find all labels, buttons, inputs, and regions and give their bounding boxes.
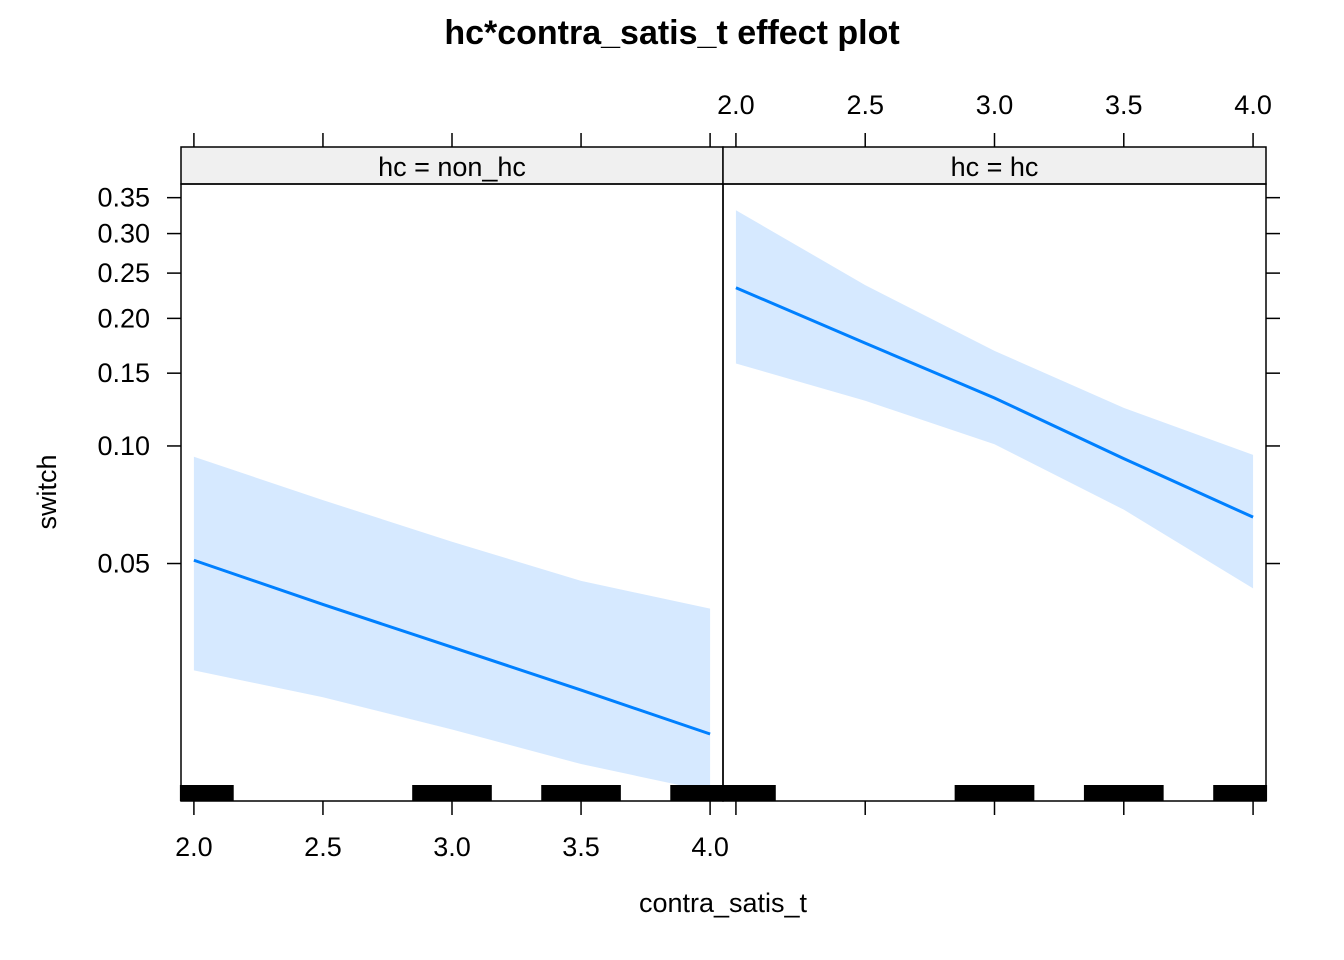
strip-label: hc = non_hc [378, 152, 526, 182]
rug-mark [1083, 785, 1112, 801]
rug-mark [1239, 785, 1268, 801]
panel-hc: hc = hc [721, 146, 1268, 802]
panel-non-hc: hc = non_hc [179, 146, 725, 802]
fit-line [735, 286, 1254, 519]
x-axis-label: contra_satis_t [639, 888, 808, 918]
rug-mark [1213, 785, 1242, 801]
rug-mark [541, 785, 570, 801]
fit-line [193, 558, 711, 736]
rug-mark [412, 785, 441, 801]
y-tick-label: 0.30 [97, 219, 150, 249]
axes: 2.0 2.5 3.0 3.5 4.0 2.0 2.5 3.0 3.5 4.0 0.35 0.30 0.… [97, 90, 1280, 862]
rug-mark [721, 785, 750, 801]
y-tick-label: 0.10 [97, 431, 150, 461]
rug-mark [1135, 785, 1164, 801]
chart-title: hc*contra_satis_t effect plot [444, 14, 899, 52]
y-axis-label: switch [32, 454, 62, 529]
x-tick-label: 3.0 [976, 90, 1014, 120]
y-tick-label: 0.35 [97, 183, 150, 213]
y-tick-label: 0.05 [97, 549, 150, 579]
rug-mark [1109, 785, 1138, 801]
strip-label: hc = hc [951, 152, 1039, 182]
rug-mark [1006, 785, 1035, 801]
rug-mark [747, 785, 776, 801]
x-tick-label: 2.5 [846, 90, 884, 120]
rug-mark [980, 785, 1009, 801]
rug-mark [205, 785, 234, 801]
rug-mark [954, 785, 983, 801]
x-tick-label: 2.5 [304, 832, 342, 862]
x-tick-label: 4.0 [691, 832, 729, 862]
y-tick-label: 0.15 [97, 358, 150, 388]
x-tick-label: 3.0 [433, 832, 471, 862]
rug-mark [670, 785, 699, 801]
confidence-band [193, 456, 711, 792]
rug-mark [179, 785, 208, 801]
x-tick-label: 3.5 [1105, 90, 1143, 120]
x-tick-label: 3.5 [562, 832, 600, 862]
y-tick-label: 0.20 [97, 303, 150, 333]
rug-mark [567, 785, 596, 801]
rug-mark [463, 785, 492, 801]
rug-mark [438, 785, 466, 801]
x-tick-label: 4.0 [1234, 90, 1272, 120]
y-tick-label: 0.25 [97, 258, 150, 288]
x-tick-label: 2.0 [175, 832, 213, 862]
rug-mark [592, 785, 621, 801]
rug-mark [696, 785, 725, 801]
x-tick-label: 2.0 [717, 90, 755, 120]
